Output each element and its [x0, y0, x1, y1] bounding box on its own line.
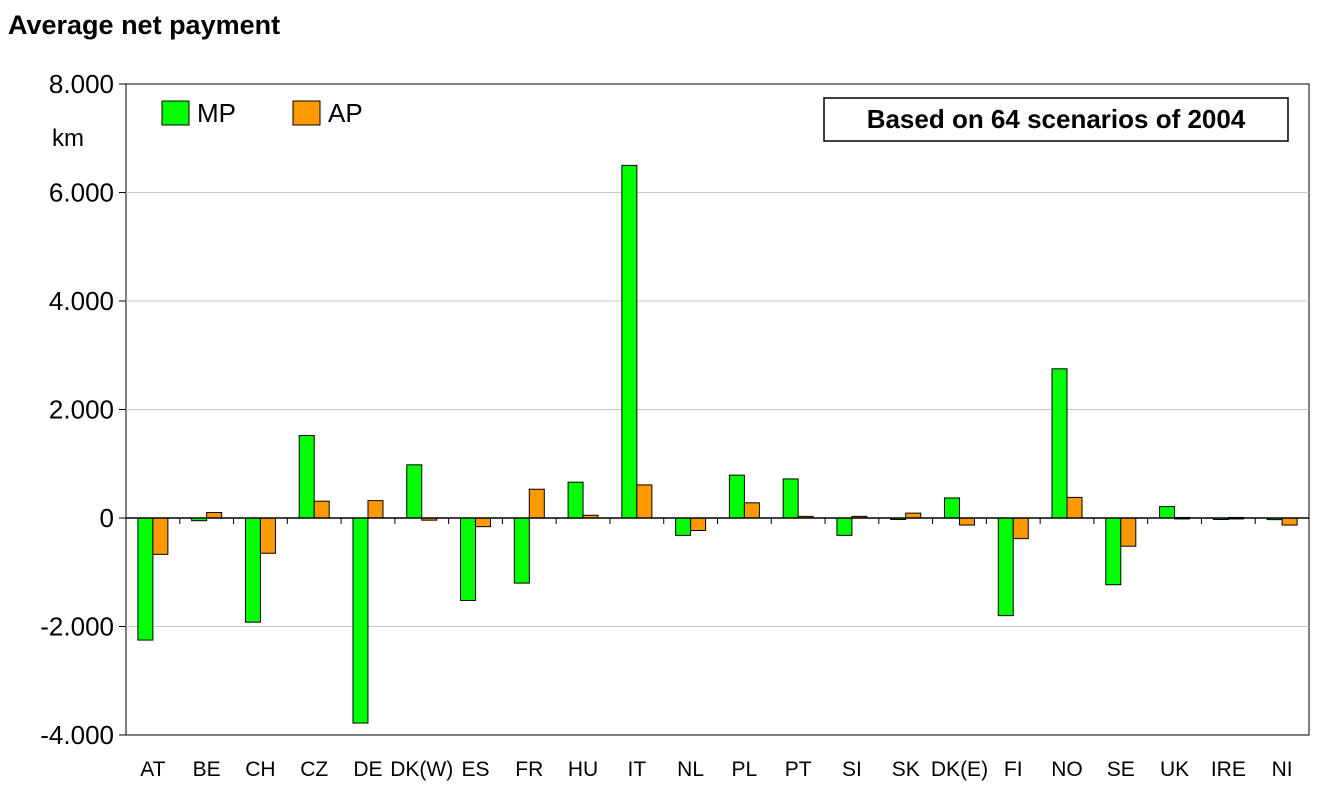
legend-label-mp: MP [197, 98, 236, 128]
category-label: UK [1160, 758, 1189, 781]
bar-ap-se [1120, 517, 1137, 547]
legend-label-ap: AP [328, 98, 363, 128]
category-label: HU [568, 758, 598, 781]
bar-mp-si [836, 517, 853, 536]
gridlines [126, 192, 1309, 627]
category-label: BE [193, 758, 221, 781]
category-label: SE [1107, 758, 1135, 781]
category-label: PL [732, 758, 758, 781]
category-labels: AT BE CH CZ DE DK(W) ES FR HU IT NL PL PT SI SK DK(E) FI… [125, 518, 1293, 781]
category-label: PT [785, 758, 812, 781]
bar-mp-hu [567, 481, 584, 519]
y-tick-label: 0 [100, 503, 114, 533]
bar-ap-it [636, 484, 653, 519]
category-label: SK [892, 758, 920, 781]
legend: MP AP [161, 98, 363, 128]
bar-ap-no [1066, 496, 1083, 519]
y-tick-label: -2.000 [40, 612, 114, 642]
bar-ap-at [152, 517, 169, 555]
bar-ap-cz [313, 500, 330, 519]
category-label: CZ [300, 758, 328, 781]
category-label: IRE [1211, 758, 1246, 781]
y-tick-label: 8.000 [49, 69, 114, 99]
chart-title: Average net payment [8, 10, 280, 40]
bar-ap-dke [958, 517, 975, 526]
category-label: CH [245, 758, 275, 781]
bar-ap-de [367, 500, 384, 519]
bar-ap-fi [1012, 517, 1029, 540]
category-label: FR [515, 758, 543, 781]
y-tick-label: 4.000 [49, 286, 114, 316]
bar-mp-at [137, 517, 154, 641]
bar-ap-nl [690, 517, 707, 531]
legend-swatch-mp [161, 100, 190, 126]
bar-mp-se [1105, 517, 1122, 586]
bar-mp-pl [728, 474, 745, 519]
bar-mp-uk [1159, 506, 1176, 519]
bar-mp-it [621, 164, 638, 519]
bar-mp-fr [513, 517, 530, 584]
annotation-box: Based on 64 scenarios of 2004 [823, 97, 1289, 142]
category-label: NL [677, 758, 704, 781]
y-axis-unit-label: km [52, 125, 84, 152]
y-tick-label: 2.000 [49, 395, 114, 425]
y-tick-label: -4.000 [40, 720, 114, 750]
y-axis-ticks: 8.000 6.000 4.000 2.000 0 -2.000 -4.000 [40, 69, 126, 750]
category-label: SI [842, 758, 862, 781]
category-label: ES [462, 758, 490, 781]
category-label: AT [140, 758, 165, 781]
category-label: DE [353, 758, 382, 781]
bar-mp-pt [782, 478, 799, 519]
bar-ap-be [206, 512, 223, 519]
y-tick-label: 6.000 [49, 178, 114, 208]
legend-swatch-ap [292, 100, 321, 126]
bar-mp-dkw [406, 464, 423, 519]
bar-mp-fi [997, 517, 1014, 617]
bar-ap-pl [743, 502, 760, 519]
bar-mp-de [352, 517, 369, 724]
bar-ap-ni [1281, 517, 1298, 526]
category-label: NI [1272, 758, 1293, 781]
bar-mp-cz [298, 435, 315, 519]
annotation-text: Based on 64 scenarios of 2004 [867, 104, 1246, 134]
bar-mp-es [460, 517, 477, 601]
bar-mp-no [1051, 368, 1068, 519]
bar-mp-nl [675, 517, 692, 536]
category-label: DK(E) [931, 758, 988, 781]
category-label: NO [1051, 758, 1083, 781]
bar-ap-fr [528, 488, 545, 519]
category-label: DK(W) [390, 758, 453, 781]
bar-mp-dke [943, 497, 960, 519]
annotation-border [823, 97, 1289, 142]
bar-mp-ch [244, 517, 261, 623]
category-label: FI [1004, 758, 1023, 781]
category-label: IT [628, 758, 647, 781]
bar-ap-es [475, 517, 492, 528]
bar-ap-ch [259, 517, 276, 554]
